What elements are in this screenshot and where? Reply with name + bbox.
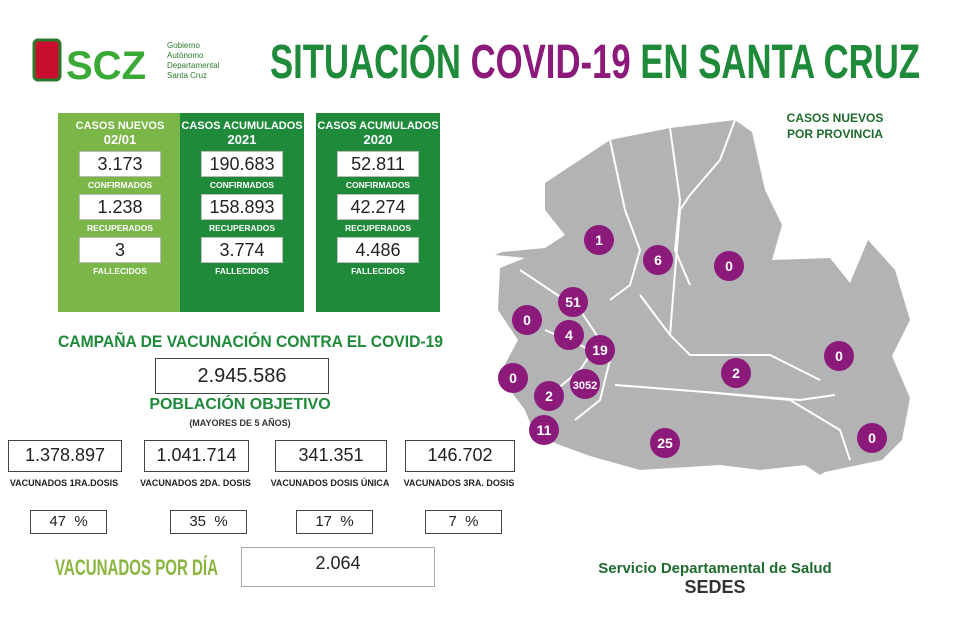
card: CASOS ACUMULADOS 2021 190.683 CONFIRMADOS 15… [180, 113, 304, 312]
card-label: RECUPERADOS [86, 223, 154, 233]
card-value: 3 [79, 237, 161, 263]
province-value: 0 [868, 430, 876, 446]
card-value: 42.274 [337, 194, 419, 220]
logo-sub: Gobierno [167, 41, 200, 50]
logo: SCZ Gobierno Autónomo Departamental Sant… [32, 38, 220, 88]
card-label: CONFIRMADOS [87, 180, 153, 190]
province-marker [558, 287, 588, 317]
logo-text: SCZ [66, 44, 146, 88]
card: CASOS ACUMULADOS 2020 52.811 CONFIRMADOS 42.… [316, 113, 440, 312]
card-subtitle: 2020 [363, 132, 393, 147]
dose-value: 1.041.714 [144, 440, 249, 472]
province-marker [643, 245, 673, 275]
province-marker [584, 225, 614, 255]
card-value: 52.811 [337, 151, 419, 177]
province-marker [529, 415, 559, 445]
map-shape [495, 120, 910, 475]
target-box: 2.945.586 [155, 358, 329, 394]
card-value: 4.486 [337, 237, 419, 263]
card-label: FALLECIDOS [215, 266, 269, 276]
card-value: 3.173 [79, 151, 161, 177]
card-subtitle: 2021 [227, 132, 257, 147]
card-label: FALLECIDOS [93, 266, 147, 276]
title-text: SITUACIÓN COVID-19 EN SANTA CRUZ [270, 34, 920, 89]
province-marker [585, 335, 615, 365]
province-marker [824, 341, 854, 371]
map-title-line: POR PROVINCIA [786, 127, 883, 141]
province-value: 0 [523, 312, 531, 328]
dose-label: VACUNADOS 2DA. DOSIS [140, 478, 251, 488]
card-label: RECUPERADOS [344, 223, 412, 233]
card: CASOS NUEVOS 02/01 3.173 CONFIRMADOS 1.238 RE… [58, 113, 182, 312]
map-title-line: CASOS NUEVOS [786, 111, 884, 125]
province-value: 4 [565, 327, 573, 343]
province-marker [534, 381, 564, 411]
map-title: CASOS NUEVOS POR PROVINCIA [770, 110, 900, 142]
target-label: POBLACIÓN OBJETIVO [149, 396, 331, 413]
per-day-label-text: VACUNADOS POR DÍA [55, 555, 218, 580]
footer-line: Servicio Departamental de Salud [598, 560, 832, 577]
title-part: COVID-19 [471, 36, 631, 89]
dose-label: VACUNADOS 3RA. DOSIS [403, 478, 515, 488]
province-value: 19 [592, 342, 608, 358]
dose-percent: 17 % [296, 510, 373, 534]
logo-sub: Departamental [167, 61, 220, 70]
title-part: EN SANTA CRUZ [631, 36, 920, 89]
province-marker [512, 305, 542, 335]
per-day-box: 2.064 [241, 547, 435, 587]
dose-label: VACUNADOS DOSIS ÚNICA [270, 478, 390, 488]
dose-percent: 35 % [170, 510, 247, 534]
province-marker [498, 363, 528, 393]
dose-percent: 47 % [30, 510, 107, 534]
vaccination-title: CAMPAÑA DE VACUNACIÓN CONTRA EL COVID-19 [58, 331, 443, 351]
province-value: 0 [835, 348, 843, 364]
title-part: SITUACIÓN [270, 34, 471, 89]
province-marker [714, 251, 744, 281]
card-subtitle: 02/01 [103, 132, 137, 147]
logo-shield [32, 38, 62, 82]
card-value: 190.683 [201, 151, 283, 177]
footer-line: SEDES [684, 577, 746, 597]
card-title: CASOS ACUMULADOS [317, 120, 439, 132]
card-title: CASOS NUEVOS [75, 120, 165, 132]
vaccination-title-text: CAMPAÑA DE VACUNACIÓN CONTRA EL COVID-19 [58, 331, 443, 351]
province-value: 2 [545, 388, 553, 404]
card-label: CONFIRMADOS [209, 180, 275, 190]
province-marker [721, 358, 751, 388]
per-day-label: VACUNADOS POR DÍA [55, 555, 218, 580]
province-value: 0 [725, 258, 733, 274]
footer: Servicio Departamental de Salud SEDES [560, 560, 870, 598]
card-label: FALLECIDOS [351, 266, 405, 276]
map: 1 6 0 51 0 4 19 0 2 3052 2 11 25 0 0 [495, 119, 910, 475]
map-borders [519, 119, 851, 461]
card-title: CASOS ACUMULADOS [181, 120, 303, 132]
logo-sub: Santa Cruz [167, 71, 207, 80]
province-value: 11 [537, 422, 552, 438]
dose-label: VACUNADOS 1RA.DOSIS [9, 478, 119, 488]
card-label: CONFIRMADOS [345, 180, 411, 190]
target-note: (MAYORES DE 5 AÑOS) [189, 418, 291, 428]
dose-value: 341.351 [275, 440, 387, 472]
card-value: 3.774 [201, 237, 283, 263]
province-value: 2 [732, 365, 740, 381]
logo-sub: Autónomo [167, 51, 204, 60]
card-label: RECUPERADOS [208, 223, 276, 233]
province-marker [650, 428, 680, 458]
province-marker [570, 369, 600, 399]
province-value: 0 [509, 370, 517, 386]
dose-value: 1.378.897 [8, 440, 122, 472]
province-value: 25 [657, 435, 673, 451]
province-value: 6 [654, 252, 662, 268]
province-value: 1 [595, 232, 603, 248]
dose-percent: 7 % [425, 510, 502, 534]
card-value: 158.893 [201, 194, 283, 220]
province-value: 3052 [573, 380, 597, 392]
dose-value: 146.702 [405, 440, 515, 472]
province-marker [554, 320, 584, 350]
province-marker [857, 423, 887, 453]
title: SITUACIÓN COVID-19 EN SANTA CRUZ [270, 34, 920, 89]
province-value: 51 [565, 294, 581, 310]
card-value: 1.238 [79, 194, 161, 220]
